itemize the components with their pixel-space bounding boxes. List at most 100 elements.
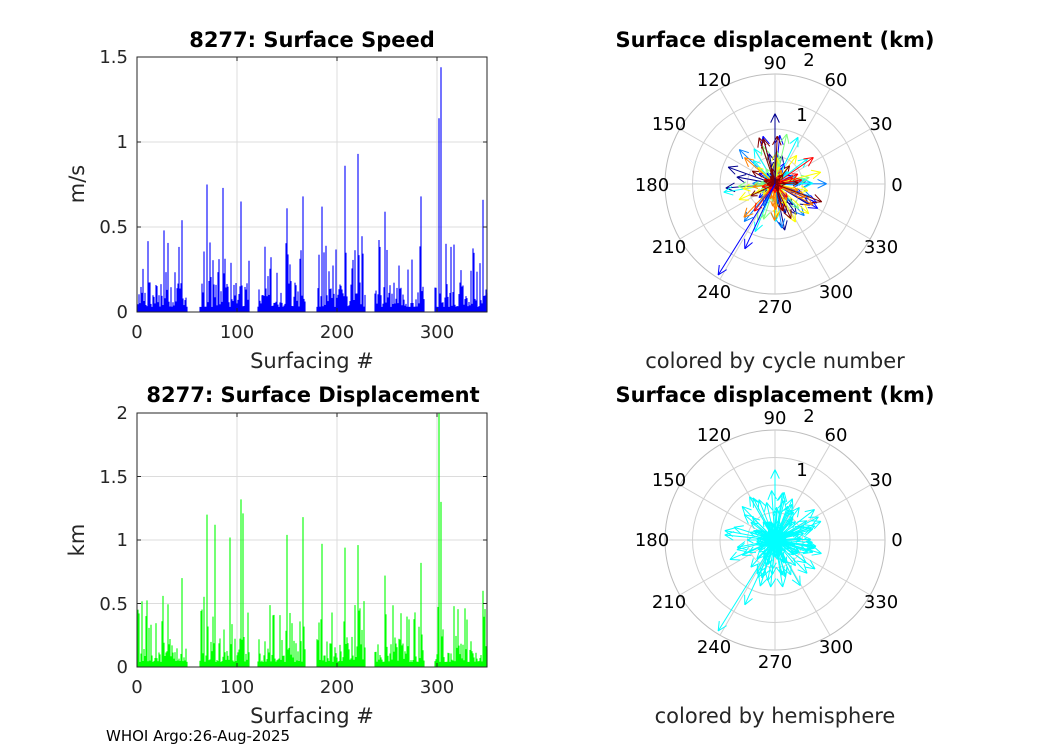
- compass-hemisphere-arrowhead-201-1: [804, 509, 815, 513]
- compass-cycle-arrowhead-216-1: [781, 181, 787, 185]
- compass-cycle-arrow-184: [774, 183, 788, 198]
- compass-hemisphere-angle-300: 300: [819, 637, 853, 658]
- compass-cycle-arrowhead-209-0: [787, 165, 791, 172]
- displacement-ticks: [136, 412, 487, 668]
- compass-hemisphere-arrowhead-228-1: [768, 531, 771, 537]
- compass-cycle-arrowhead-158-0: [743, 207, 748, 218]
- compass-cycle-angle-150: 150: [652, 114, 686, 135]
- compass-hemisphere-arrowhead-44-0: [791, 579, 801, 587]
- compass-cycle-arrowhead-187-1: [754, 206, 763, 212]
- compass-hemisphere-rtick-1: 1: [796, 460, 807, 481]
- compass-cycle-arrowhead-169-0: [770, 194, 774, 200]
- compass-hemisphere-arrow-222: [774, 539, 784, 588]
- compass-hemisphere-arrowhead-192-0: [741, 506, 752, 511]
- compass-hemisphere-arrowhead-97-0: [749, 496, 759, 503]
- compass-cycle-arrowhead-197-0: [778, 205, 784, 212]
- compass-cycle-arrowhead-215-1: [814, 194, 823, 203]
- speed-bars: [137, 67, 488, 312]
- speed-ytick-1: 0.5: [99, 217, 128, 238]
- compass-cycle-arrowhead-131-0: [738, 191, 746, 201]
- compass-hemisphere-arrow-209: [774, 525, 816, 541]
- compass-cycle-arrowhead-157-0: [782, 197, 788, 201]
- speed-xtick-2: 200: [320, 322, 354, 343]
- compass-cycle-arrowhead-203-1: [751, 170, 757, 177]
- compass-cycle-arrowhead-214-1: [792, 180, 799, 184]
- compass-hemisphere-arrowhead-29-1: [757, 499, 760, 510]
- compass-cycle-title: Surface displacement (km): [615, 28, 934, 52]
- compass-hemisphere-arrowhead-156-1: [785, 566, 788, 576]
- compass-hemisphere-arrowhead-2-1: [756, 556, 764, 560]
- displacement-ytick-2: 1: [117, 530, 128, 551]
- compass-cycle-arrowhead-139-1: [810, 169, 821, 173]
- compass-cycle-arrowhead-205-0: [776, 135, 782, 146]
- compass-hemisphere-arrowhead-203-0: [763, 530, 769, 533]
- compass-hemisphere-arrowhead-177-0: [776, 545, 781, 550]
- compass-cycle-arrowhead-207-0: [766, 181, 772, 185]
- compass-cycle-arrowhead-114-0: [776, 151, 781, 160]
- compass-cycle-arrowhead-72-0: [794, 211, 805, 217]
- compass-hemisphere-arrowhead-198-0: [764, 570, 769, 581]
- compass-cycle-angle-60: 60: [825, 70, 848, 91]
- compass-hemisphere-arrowhead-166-1: [770, 578, 777, 588]
- compass-cycle-arrowhead-126-0: [798, 210, 809, 215]
- compass-hemisphere-arrow-205: [750, 539, 776, 568]
- compass-hemisphere-arrowhead-125-0: [748, 546, 754, 553]
- compass-hemisphere-arrowhead-74-0: [766, 502, 773, 511]
- compass-cycle-arrowhead-101-0: [754, 181, 760, 185]
- compass-cycle-arrowhead-198-0: [781, 174, 784, 180]
- compass-hemisphere-arrowhead-97-1: [749, 496, 751, 507]
- compass-cycle-arrowhead-122-1: [760, 181, 766, 186]
- compass-hemisphere-arrow-big-245: [744, 539, 776, 606]
- compass-hemisphere-arrowhead-36-1: [750, 522, 755, 530]
- compass-hemisphere-arrowhead-187-0: [781, 540, 787, 544]
- compass-cycle-arrowhead-big-90-1: [770, 113, 776, 123]
- compass-cycle-rtick-1: 1: [796, 105, 807, 126]
- compass-cycle-arrowhead-113-1: [763, 212, 771, 220]
- compass-cycle-arrowhead-75-1: [754, 224, 763, 233]
- compass-cycle-arrowhead-103-0: [765, 168, 771, 172]
- compass-hemisphere-arrowhead-219-0: [767, 522, 772, 527]
- compass-cycle-arrowhead-218-1: [771, 177, 774, 183]
- compass-hemisphere-arrowhead-127-0: [805, 566, 816, 570]
- compass-hemisphere-arrowhead-214-0: [766, 558, 769, 565]
- compass-cycle-arrowhead-209-1: [784, 165, 790, 169]
- compass-cycle-arrowhead-144-0: [762, 189, 766, 195]
- compass-hemisphere-arrow-223: [771, 539, 776, 575]
- compass-cycle-arrowhead-4-1: [736, 176, 745, 184]
- compass-hemisphere-arrowhead-188-0: [749, 530, 757, 533]
- compass-cycle-arrowhead-136-0: [757, 166, 764, 170]
- compass-cycle-arrowhead-185-0: [761, 183, 767, 188]
- compass-hemisphere-arrowhead-big-240-1: [717, 625, 727, 632]
- compass-cycle-arrowhead-big-245-1: [744, 242, 753, 250]
- compass-cycle-arrowhead-196-0: [783, 212, 792, 219]
- compass-cycle-arrowhead-big-240-1: [717, 269, 727, 276]
- compass-cycle-arrowhead-31-0: [807, 207, 818, 209]
- compass-hemisphere-arrowhead-209-1: [804, 524, 816, 527]
- compass-cycle-subtitle: colored by cycle number: [645, 349, 905, 373]
- compass-cycle-arrowhead-89-1: [723, 191, 734, 196]
- compass-hemisphere-arrowhead-143-0: [764, 558, 767, 566]
- compass-cycle-arrowhead-215-0: [811, 201, 822, 204]
- compass-cycle-arrowhead-42-0: [762, 135, 770, 145]
- compass-cycle-arrowhead-140-1: [788, 154, 797, 160]
- speed-ylabel: m/s: [65, 165, 89, 203]
- compass-cycle-arrowhead-170-0: [772, 203, 776, 210]
- compass-cycle-arrowhead-219-0: [773, 185, 779, 190]
- speed-ytick-2: 1: [117, 132, 128, 153]
- compass-hemisphere-arrowhead-137-0: [756, 536, 762, 540]
- compass-cycle-arrow-213: [762, 138, 776, 185]
- compass-cycle-arrowhead-137-1: [776, 209, 781, 218]
- compass-hemisphere-arrowhead-44-1: [799, 575, 801, 586]
- compass-hemisphere-arrowhead-139-0: [797, 533, 804, 539]
- compass-hemisphere-arrowhead-74-1: [763, 502, 768, 512]
- compass-cycle-arrowhead-88-1: [789, 136, 799, 144]
- compass-cycle-arrowhead-211-0: [771, 168, 776, 173]
- speed-ticks: [136, 56, 487, 313]
- compass-hemisphere-arrowhead-111-0: [724, 527, 735, 532]
- compass-cycle-arrowhead-112-1: [795, 200, 800, 209]
- compass-cycle-arrowhead-143-1: [800, 185, 809, 192]
- compass-cycle-arrowhead-148-1: [777, 169, 782, 174]
- compass-cycle-arrowhead-180-1: [775, 174, 781, 179]
- compass-cycle-arrow-173: [774, 157, 814, 185]
- speed-xtick-3: 300: [420, 322, 454, 343]
